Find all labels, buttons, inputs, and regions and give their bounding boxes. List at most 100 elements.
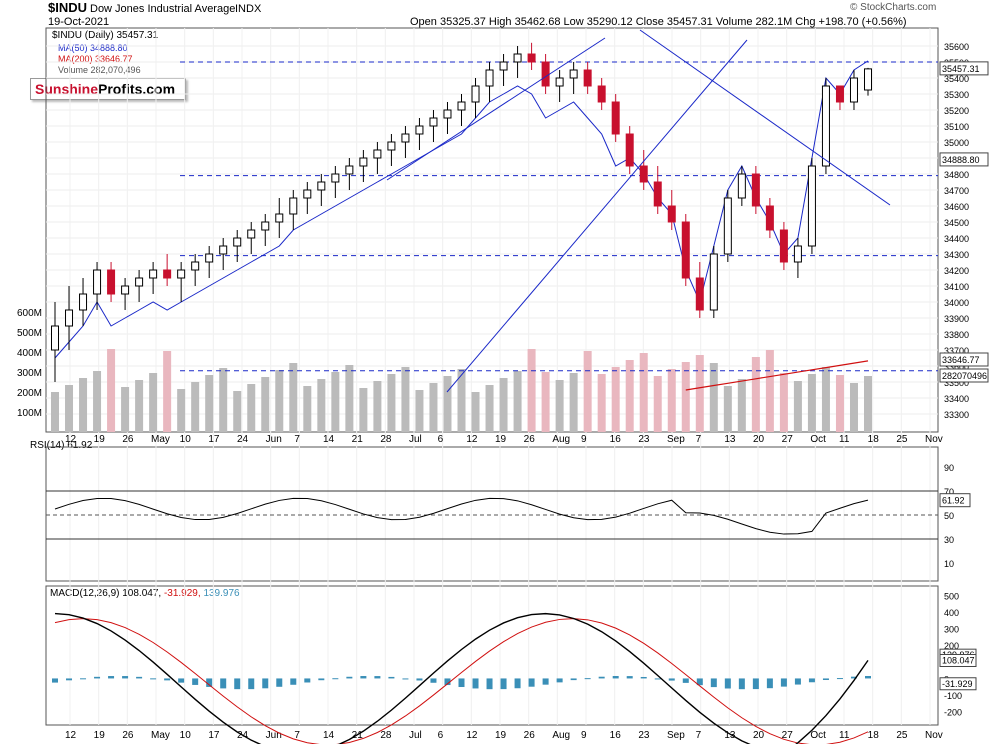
x-tick-label: Oct — [810, 434, 826, 445]
candle-body — [261, 221, 270, 231]
candle-body — [793, 245, 802, 263]
macd-histogram-bar — [794, 678, 801, 685]
candle-body — [65, 309, 74, 327]
rsi-tick-label: 30 — [944, 535, 954, 545]
candle-body — [597, 85, 606, 103]
candle-body — [163, 269, 172, 279]
macd-histogram-bar — [52, 678, 58, 683]
x-tick-label: 19 — [495, 434, 507, 445]
volume-bar — [317, 379, 326, 432]
candle-body — [471, 85, 480, 103]
volume-bar — [751, 357, 760, 432]
macd-histogram-bar — [178, 678, 185, 683]
candle-body — [569, 69, 578, 79]
macd-histogram-bar — [332, 678, 339, 680]
candle-body — [457, 101, 466, 111]
macd-histogram-bar — [290, 678, 297, 685]
volume-tick-label: 400M — [17, 348, 42, 359]
price-badge-ma200: 33646.77 — [942, 355, 980, 365]
macd-histogram-bar — [206, 678, 213, 687]
price-tick-label: 34300 — [944, 250, 969, 260]
x-tick-label: 25 — [896, 434, 908, 445]
rsi-badge: 61.92 — [942, 496, 965, 506]
volume-bar — [219, 368, 228, 432]
macd-label: MACD(12,26,9) 108.047, -31.929, 139.976 — [50, 588, 240, 600]
volume-bar — [625, 360, 634, 432]
price-tick-label: 35000 — [944, 138, 969, 148]
x-tick-label: 16 — [610, 434, 622, 445]
price-tick-label: 33800 — [944, 330, 969, 340]
volume-bar — [303, 386, 312, 432]
x-tick-label-bottom: 28 — [380, 730, 392, 741]
macd-histogram-bar — [94, 676, 101, 679]
rsi-line — [54, 497, 869, 535]
macd-histogram-bar — [80, 678, 87, 680]
volume-bar — [401, 367, 410, 432]
macd-histogram-bar — [150, 678, 157, 680]
macd-histogram-bar — [444, 678, 451, 686]
x-tick-label-bottom: Jul — [409, 730, 422, 741]
candle-body — [317, 181, 326, 191]
volume-bar — [51, 392, 59, 432]
macd-histogram-bar — [248, 678, 255, 690]
x-tick-label-bottom: 13 — [724, 730, 736, 741]
volume-bar — [864, 376, 872, 432]
macd-histogram-bar — [472, 678, 479, 689]
volume-bar — [765, 350, 774, 432]
x-tick-label-bottom: Sep — [667, 730, 685, 741]
candle-body — [121, 285, 130, 295]
index-name: Dow Jones Industrial Average — [90, 3, 236, 15]
x-tick-label-bottom: Jun — [266, 730, 282, 741]
legend-volume: Volume 282,070,496 — [58, 65, 141, 75]
legend-main: $INDU (Daily) 35457.31 — [52, 30, 159, 41]
volume-bar — [541, 372, 550, 432]
macd-badge_c: -31.929 — [942, 679, 973, 689]
price-tick-label: 33500 — [944, 378, 969, 388]
x-tick-label-bottom: Nov — [925, 730, 943, 741]
macd-histogram-bar — [724, 678, 731, 689]
volume-bar — [695, 355, 704, 432]
macd-badge-box — [939, 653, 977, 667]
candle-body — [695, 277, 704, 311]
price-tick-label: 33900 — [944, 314, 969, 324]
credit: © StockCharts.com — [850, 2, 937, 13]
price-badge-box — [939, 61, 989, 76]
candle-body — [723, 197, 732, 255]
candle-body — [821, 85, 830, 167]
volume-bar — [709, 363, 718, 432]
x-tick-label-bottom: 11 — [839, 730, 850, 741]
macd-histogram-bar — [654, 678, 661, 680]
macd-histogram-bar — [668, 678, 675, 681]
volume-bar — [331, 372, 340, 432]
macd-histogram-bar — [542, 678, 549, 685]
volume-bar — [471, 392, 480, 432]
volume-bar — [163, 351, 172, 432]
x-tick-label: 21 — [352, 434, 364, 445]
trendline-upper — [386, 37, 606, 181]
price-badge-close: 35457.31 — [942, 64, 980, 74]
candle-body — [191, 261, 200, 271]
macd-histogram-bar — [584, 678, 591, 680]
macd-histogram-bar — [865, 675, 871, 679]
price-tick-label: 35300 — [944, 90, 969, 100]
macd-histogram-bar — [430, 678, 437, 683]
macd-histogram-bar — [192, 678, 199, 685]
price-tick-label: 34200 — [944, 266, 969, 276]
volume-bar — [65, 385, 74, 432]
volume-bar — [387, 374, 396, 432]
volume-tick-label: 300M — [17, 368, 42, 379]
candle-body — [681, 221, 690, 279]
volume-bar — [275, 370, 284, 432]
rsi-tick-label: 10 — [944, 559, 954, 569]
macd-histogram-bar — [458, 678, 465, 688]
x-tick-label: 13 — [724, 434, 736, 445]
macd-histogram-bar — [262, 678, 269, 689]
candle-body — [527, 53, 536, 63]
x-tick-label: 26 — [122, 434, 134, 445]
x-tick-label: 19 — [94, 434, 106, 445]
price-tick-label: 35200 — [944, 106, 969, 116]
macd-histogram-bar — [402, 678, 409, 680]
candle-body — [345, 165, 354, 175]
trendline-falling — [639, 29, 891, 206]
